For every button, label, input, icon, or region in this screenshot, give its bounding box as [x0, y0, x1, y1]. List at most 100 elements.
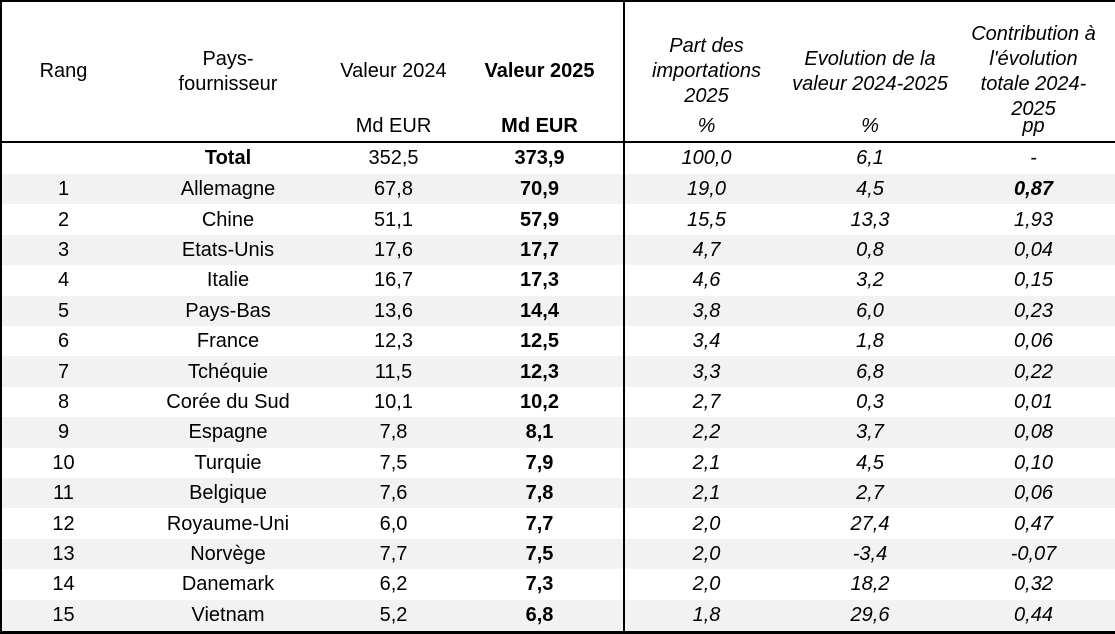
contribution-cell: 0,10: [1014, 451, 1053, 474]
value2024-cell: 352,5: [368, 147, 419, 170]
share2025-cell: 15,5: [687, 208, 726, 231]
country-cell: Corée du Sud: [166, 390, 290, 413]
contribution-cell: 0,06: [1014, 482, 1053, 505]
value2025-cell: 8,1: [456, 417, 625, 448]
table-row: 7 Tchéquie 11,5 12,3 3,3 6,8 0,22: [1, 356, 1115, 387]
column-header-value-2024: Valeur 2024 Md EUR: [331, 1, 456, 143]
country-cell: Royaume-Uni: [166, 512, 290, 535]
country-cell: Norvège: [190, 543, 266, 566]
evolution-cell: 29,6: [850, 604, 890, 627]
evolution-cell: 1,8: [856, 330, 884, 353]
contribution-cell: 0,44: [1014, 604, 1053, 627]
contribution-cell: 0,01: [1014, 390, 1053, 413]
value2025-cell: 373,9: [456, 142, 625, 174]
table-row: 2 Chine 51,1 57,9 15,5 13,3 1,93: [1, 204, 1115, 235]
rank-cell: 7: [57, 360, 70, 383]
country-cell: France: [196, 330, 260, 353]
value2024-cell: 11,5: [374, 360, 413, 383]
column-title: Valeur 2025: [484, 60, 595, 82]
table-body: Total 352,5 373,9 100,0 6,1-1 Allemagne 67,8 70…: [1, 142, 1115, 633]
share2025-cell: 2,0: [692, 543, 721, 566]
country-cell: Allemagne: [180, 178, 276, 201]
column-title: Part des importations 2025: [652, 35, 761, 107]
evolution-cell: 27,4: [850, 512, 890, 535]
evolution-cell: 0,3: [856, 390, 884, 413]
value2025-cell: 12,5: [456, 325, 625, 357]
column-unit: Md EUR: [355, 115, 432, 137]
table-row: 12 Royaume-Uni 6,0 7,7 2,0 27,4 0,47: [1, 508, 1115, 539]
contribution-cell: 0,87: [1014, 178, 1053, 201]
table-row: 10 Turquie 7,5 7,9 2,1 4,5 0,10: [1, 447, 1115, 478]
value2024-cell: 7,6: [379, 482, 408, 505]
value2024-cell: 7,5: [379, 451, 408, 474]
column-title: Contribution à l'évolution totale 2024- …: [971, 22, 1096, 120]
value2024-cell: 6,0: [379, 512, 408, 535]
header-row: Rang Pays- fournisseur Valeur 2024 Md EU…: [1, 1, 1115, 143]
column-header-import-share: Part des importations 2025 %: [624, 1, 788, 143]
share2025-cell: 3,4: [692, 330, 721, 353]
rank-cell: [1, 142, 125, 174]
rank-cell: 10: [52, 451, 75, 474]
table-row: 5 Pays-Bas 13,6 14,4 3,8 6,0 0,23: [1, 295, 1115, 326]
column-header-value-2025: Valeur 2025 Md EUR: [456, 1, 625, 143]
value2025-cell: 14,4: [456, 295, 625, 326]
table-row: 8 Corée du Sud 10,1 10,2 2,7 0,3 0,01: [1, 386, 1115, 418]
column-unit: %: [861, 115, 879, 137]
rank-cell: 1: [57, 178, 70, 201]
total-row: Total 352,5 373,9 100,0 6,1 -: [1, 142, 1115, 174]
column-title: Rang: [39, 60, 88, 82]
country-cell: Belgique: [189, 482, 267, 505]
rank-cell: 3: [57, 238, 70, 261]
rank-cell: 9: [57, 421, 70, 444]
evolution-cell: 18,2: [850, 573, 890, 596]
value2024-cell: 10,1: [374, 390, 413, 413]
evolution-cell: 6,8: [856, 360, 884, 383]
evolution-cell: 4,5: [856, 178, 884, 201]
evolution-cell: 6,0: [856, 299, 884, 322]
country-cell: Total: [204, 147, 252, 170]
contribution-cell: -: [1030, 147, 1037, 170]
country-cell: Italie: [206, 269, 250, 292]
table-row: 9 Espagne 7,8 8,1 2,2 3,7 0,08: [1, 417, 1115, 448]
rank-cell: 13: [52, 543, 75, 566]
evolution-cell: 13,3: [850, 208, 890, 231]
value2025-cell: 70,9: [456, 173, 625, 205]
rank-cell: 8: [57, 390, 70, 413]
value2025-cell: 7,5: [456, 538, 625, 570]
column-title: Evolution de la valeur 2024-2025: [792, 47, 948, 95]
share2025-cell: 2,1: [692, 482, 721, 505]
share2025-cell: 2,2: [692, 421, 721, 444]
column-header-contribution: Contribution à l'évolution totale 2024- …: [952, 1, 1115, 143]
contribution-cell: 0,04: [1014, 238, 1053, 261]
column-header-rank: Rang: [1, 1, 125, 143]
rank-cell: 2: [57, 208, 70, 231]
evolution-cell: 3,2: [856, 269, 884, 292]
evolution-cell: 3,7: [856, 421, 884, 444]
rank-cell: 15: [52, 604, 75, 627]
evolution-cell: 4,5: [856, 451, 884, 474]
share2025-cell: 2,0: [692, 512, 721, 535]
evolution-cell: -3,4: [852, 543, 888, 566]
country-cell: Chine: [201, 208, 255, 231]
rank-cell: 12: [52, 512, 75, 535]
contribution-cell: -0,07: [1010, 543, 1057, 566]
country-cell: Vietnam: [191, 604, 265, 627]
country-cell: Danemark: [181, 573, 275, 596]
share2025-cell: 100,0: [681, 147, 732, 170]
table-row: 3 Etats-Unis 17,6 17,7 4,7 0,8 0,04: [1, 234, 1115, 266]
value2024-cell: 6,2: [379, 573, 408, 596]
column-title: Valeur 2024: [340, 60, 447, 82]
evolution-cell: 0,8: [856, 238, 884, 261]
share2025-cell: 4,6: [692, 269, 721, 292]
value2024-cell: 12,3: [374, 330, 413, 353]
share2025-cell: 4,7: [692, 238, 721, 261]
value2025-cell: 17,7: [456, 234, 625, 266]
country-cell: Turquie: [194, 451, 262, 474]
value2025-cell: 7,3: [456, 569, 625, 600]
value2024-cell: 51,1: [374, 208, 413, 231]
rank-cell: 11: [53, 482, 74, 505]
contribution-cell: 0,32: [1014, 573, 1053, 596]
table-row: 11 Belgique 7,6 7,8 2,1 2,7 0,06: [1, 478, 1115, 509]
column-unit: pp: [1022, 115, 1045, 137]
